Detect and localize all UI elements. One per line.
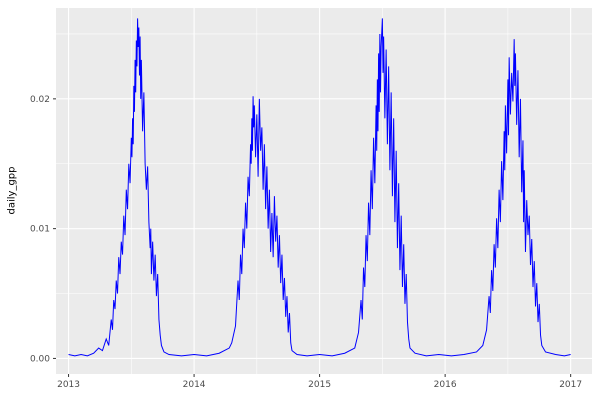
- y-axis-label: daily_gpp: [6, 166, 18, 215]
- y-tick-label: 0.00: [30, 354, 50, 364]
- y-tick-label: 0.01: [30, 225, 50, 235]
- x-tick-label: 2016: [434, 380, 457, 390]
- x-tick-label: 2017: [559, 380, 582, 390]
- x-tick-label: 2013: [57, 380, 80, 390]
- x-tick-label: 2014: [183, 380, 206, 390]
- y-tick-label: 0.02: [30, 95, 50, 105]
- data-line: [68, 18, 571, 357]
- x-tick-label: 2015: [308, 380, 331, 390]
